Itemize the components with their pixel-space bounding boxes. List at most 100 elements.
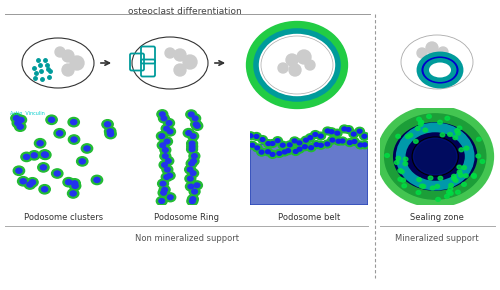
Circle shape [276,139,280,143]
Circle shape [306,134,315,142]
Circle shape [165,48,175,58]
Circle shape [186,110,196,119]
Circle shape [301,136,310,144]
Circle shape [189,187,200,196]
Circle shape [107,129,113,134]
Circle shape [192,116,198,121]
Circle shape [298,147,302,151]
Circle shape [15,115,26,125]
Circle shape [385,153,390,157]
Circle shape [453,136,458,140]
Circle shape [72,181,78,186]
Circle shape [417,48,427,58]
Circle shape [402,184,406,188]
Circle shape [92,175,102,185]
Circle shape [305,60,315,70]
Text: Non mineralized support: Non mineralized support [135,234,239,243]
Circle shape [436,197,440,201]
Circle shape [69,179,80,188]
Circle shape [358,143,362,147]
Circle shape [323,127,332,135]
Circle shape [190,134,196,138]
Circle shape [248,134,253,138]
Circle shape [186,182,196,191]
Circle shape [472,173,476,177]
Circle shape [55,47,65,57]
Circle shape [162,173,172,182]
Circle shape [34,139,46,148]
Circle shape [250,143,254,147]
Circle shape [456,190,460,194]
Circle shape [449,183,454,187]
Circle shape [14,166,24,175]
Circle shape [42,152,48,157]
Circle shape [187,197,198,206]
Circle shape [70,119,77,125]
Circle shape [167,173,172,178]
Circle shape [192,189,198,194]
Circle shape [294,150,298,153]
Circle shape [194,124,200,128]
Circle shape [458,173,463,177]
Circle shape [318,134,323,138]
Circle shape [455,129,460,133]
Circle shape [401,178,406,182]
Circle shape [68,189,79,198]
Circle shape [419,120,424,124]
Circle shape [62,50,74,62]
Circle shape [430,186,435,190]
Circle shape [164,171,175,180]
Circle shape [414,139,418,143]
Circle shape [186,145,198,154]
Circle shape [30,180,36,185]
Circle shape [40,165,46,170]
Circle shape [445,116,450,120]
Circle shape [161,124,172,133]
Circle shape [164,139,170,144]
Circle shape [294,139,304,147]
Circle shape [156,132,168,141]
Circle shape [406,135,410,139]
Circle shape [18,177,29,186]
Circle shape [312,141,321,148]
Circle shape [42,187,48,192]
Circle shape [162,163,168,167]
Circle shape [159,134,164,138]
Circle shape [360,132,369,140]
Circle shape [263,148,272,156]
Circle shape [302,145,307,149]
Circle shape [457,170,462,174]
Circle shape [70,181,81,191]
Circle shape [342,127,346,131]
Circle shape [457,126,462,130]
Circle shape [192,154,197,158]
Circle shape [476,154,480,158]
Circle shape [472,175,476,178]
Circle shape [105,129,116,139]
Circle shape [286,54,298,66]
Circle shape [70,56,84,70]
Circle shape [185,174,196,183]
Circle shape [18,117,24,122]
Circle shape [248,141,257,149]
Circle shape [277,151,281,155]
Circle shape [297,141,302,145]
Circle shape [258,136,268,143]
Circle shape [348,141,352,144]
Circle shape [160,181,166,186]
Circle shape [108,132,114,137]
Circle shape [290,137,300,145]
Circle shape [416,191,420,195]
Circle shape [186,159,197,168]
Circle shape [446,190,451,194]
Circle shape [304,138,308,142]
Circle shape [426,115,432,118]
Circle shape [438,120,442,124]
Circle shape [102,120,113,129]
Text: osteoclast differentiation: osteoclast differentiation [128,7,242,16]
Circle shape [158,114,170,123]
Circle shape [273,137,282,144]
Circle shape [255,146,260,150]
Circle shape [418,122,423,126]
Circle shape [423,128,428,132]
